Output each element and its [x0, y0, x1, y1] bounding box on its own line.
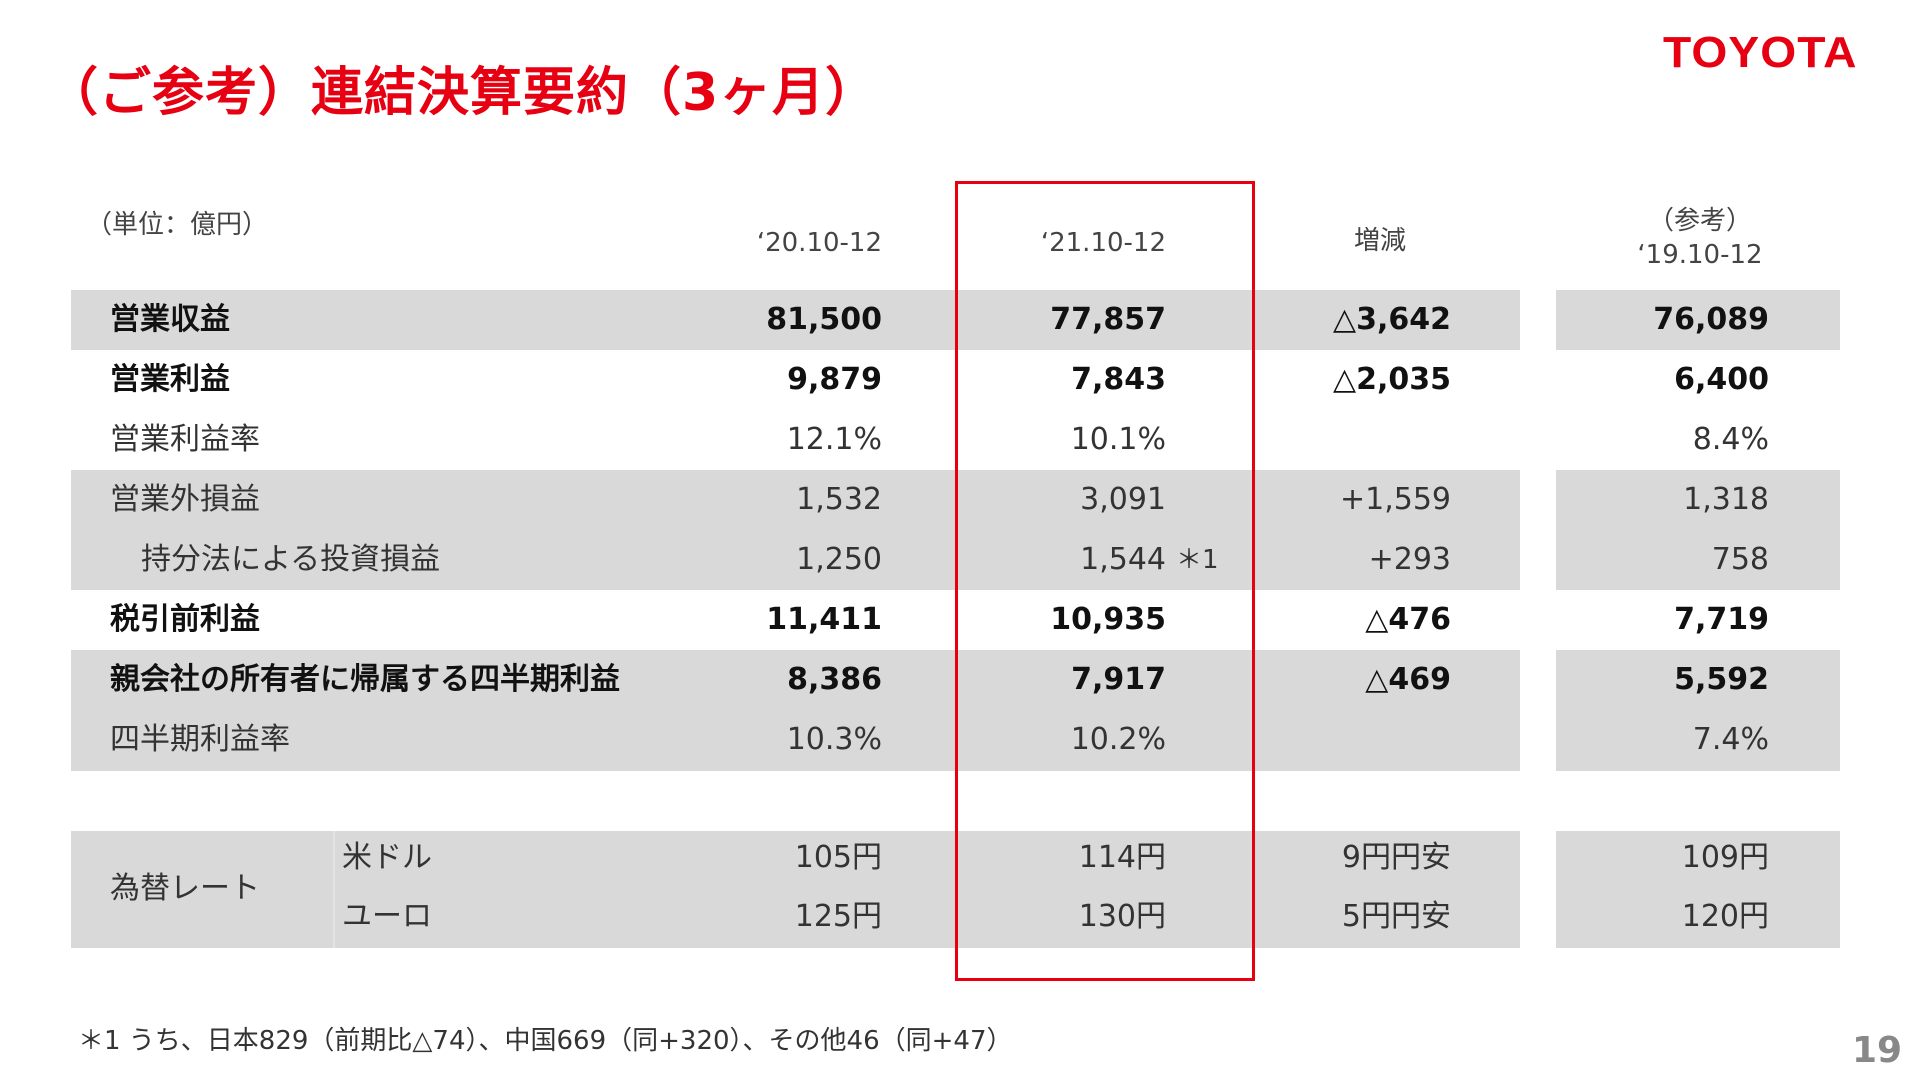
- unit-label: （単位：億円）: [86, 210, 269, 240]
- cell-prev: 12.1%: [786, 422, 882, 457]
- cell-diff: △3,642: [1333, 302, 1451, 337]
- cell-ref: 7.4%: [1692, 722, 1769, 757]
- cell-prev: 9,879: [787, 362, 882, 397]
- cell-prev: 11,411: [766, 602, 882, 637]
- cell-prev: 81,500: [766, 302, 882, 337]
- row-label: 持分法による投資損益: [141, 542, 441, 577]
- page-title: （ご参考）連結決算要約（3ヶ月）: [46, 63, 879, 123]
- divider: [333, 831, 335, 948]
- fx-eur-label: ユーロ: [342, 899, 432, 934]
- cell-curr: 7,843: [1071, 362, 1166, 397]
- row-shade: [71, 470, 1520, 590]
- col-header-diff: 増減: [1353, 226, 1406, 256]
- row-label: 営業外損益: [110, 482, 260, 517]
- col-header-ref-label: （参考）: [1647, 206, 1752, 236]
- cell-ref: 8.4%: [1692, 422, 1769, 457]
- fx-usd-prev: 105円: [794, 840, 882, 875]
- cell-diff: +293: [1368, 542, 1451, 577]
- fx-usd-curr: 114円: [1078, 840, 1166, 875]
- fx-label: 為替レート: [110, 871, 260, 906]
- cell-ref: 1,318: [1683, 482, 1769, 517]
- cell-ref: 7,719: [1674, 602, 1769, 637]
- row-label: 親会社の所有者に帰属する四半期利益: [110, 662, 620, 697]
- fx-usd-ref: 109円: [1681, 840, 1769, 875]
- cell-curr: 10.2%: [1070, 722, 1166, 757]
- cell-prev: 1,250: [796, 542, 882, 577]
- cell-ref: 758: [1711, 542, 1769, 577]
- row-label: 営業利益: [110, 362, 230, 397]
- cell-ref: 76,089: [1653, 302, 1769, 337]
- fx-eur-curr: 130円: [1078, 899, 1166, 934]
- toyota-logo: TOYOTA: [1663, 28, 1858, 77]
- row-shade: [1556, 831, 1840, 948]
- cell-diff: +1,559: [1339, 482, 1451, 517]
- cell-prev: 8,386: [787, 662, 882, 697]
- row-shade: [1556, 290, 1840, 350]
- cell-prev: 1,532: [796, 482, 882, 517]
- row-shade: [71, 831, 1520, 948]
- fx-eur-ref: 120円: [1681, 899, 1769, 934]
- cell-curr: 1,544: [1080, 542, 1166, 577]
- fx-eur-diff: 5円円安: [1341, 899, 1451, 934]
- footnote: ＊1 うち、日本829（前期比△74）、中国669（同+320）、その他46（同…: [78, 1026, 1013, 1056]
- col-header-curr: ‘21.10-12: [1040, 228, 1166, 258]
- cell-diff: △2,035: [1333, 362, 1451, 397]
- row-shade: [1556, 650, 1840, 771]
- row-shade: [71, 290, 1520, 350]
- cell-ref: 6,400: [1674, 362, 1769, 397]
- cell-curr: 10,935: [1050, 602, 1166, 637]
- cell-ref: 5,592: [1674, 662, 1769, 697]
- cell-curr: 10.1%: [1070, 422, 1166, 457]
- row-label: 営業収益: [110, 302, 230, 337]
- col-header-prev: ‘20.10-12: [756, 228, 882, 258]
- row-label: 税引前利益: [110, 602, 260, 637]
- row-shade: [1556, 470, 1840, 590]
- cell-curr: 7,917: [1071, 662, 1166, 697]
- fx-eur-prev: 125円: [794, 899, 882, 934]
- col-header-ref: ‘19.10-12: [1637, 240, 1763, 270]
- row-label: 四半期利益率: [110, 722, 290, 757]
- row-label: 営業利益率: [110, 422, 260, 457]
- row-shade: [71, 650, 1520, 771]
- cell-prev: 10.3%: [786, 722, 882, 757]
- cell-curr: 77,857: [1050, 302, 1166, 337]
- cell-diff: △476: [1365, 602, 1451, 637]
- cell-diff: △469: [1365, 662, 1451, 697]
- fx-usd-label: 米ドル: [342, 840, 432, 875]
- cell-curr: 3,091: [1080, 482, 1166, 517]
- fx-usd-diff: 9円円安: [1341, 840, 1451, 875]
- highlight-current-period-box: [955, 181, 1255, 981]
- footnote-marker: ＊1: [1176, 545, 1219, 575]
- page-number: 19: [1852, 1030, 1903, 1071]
